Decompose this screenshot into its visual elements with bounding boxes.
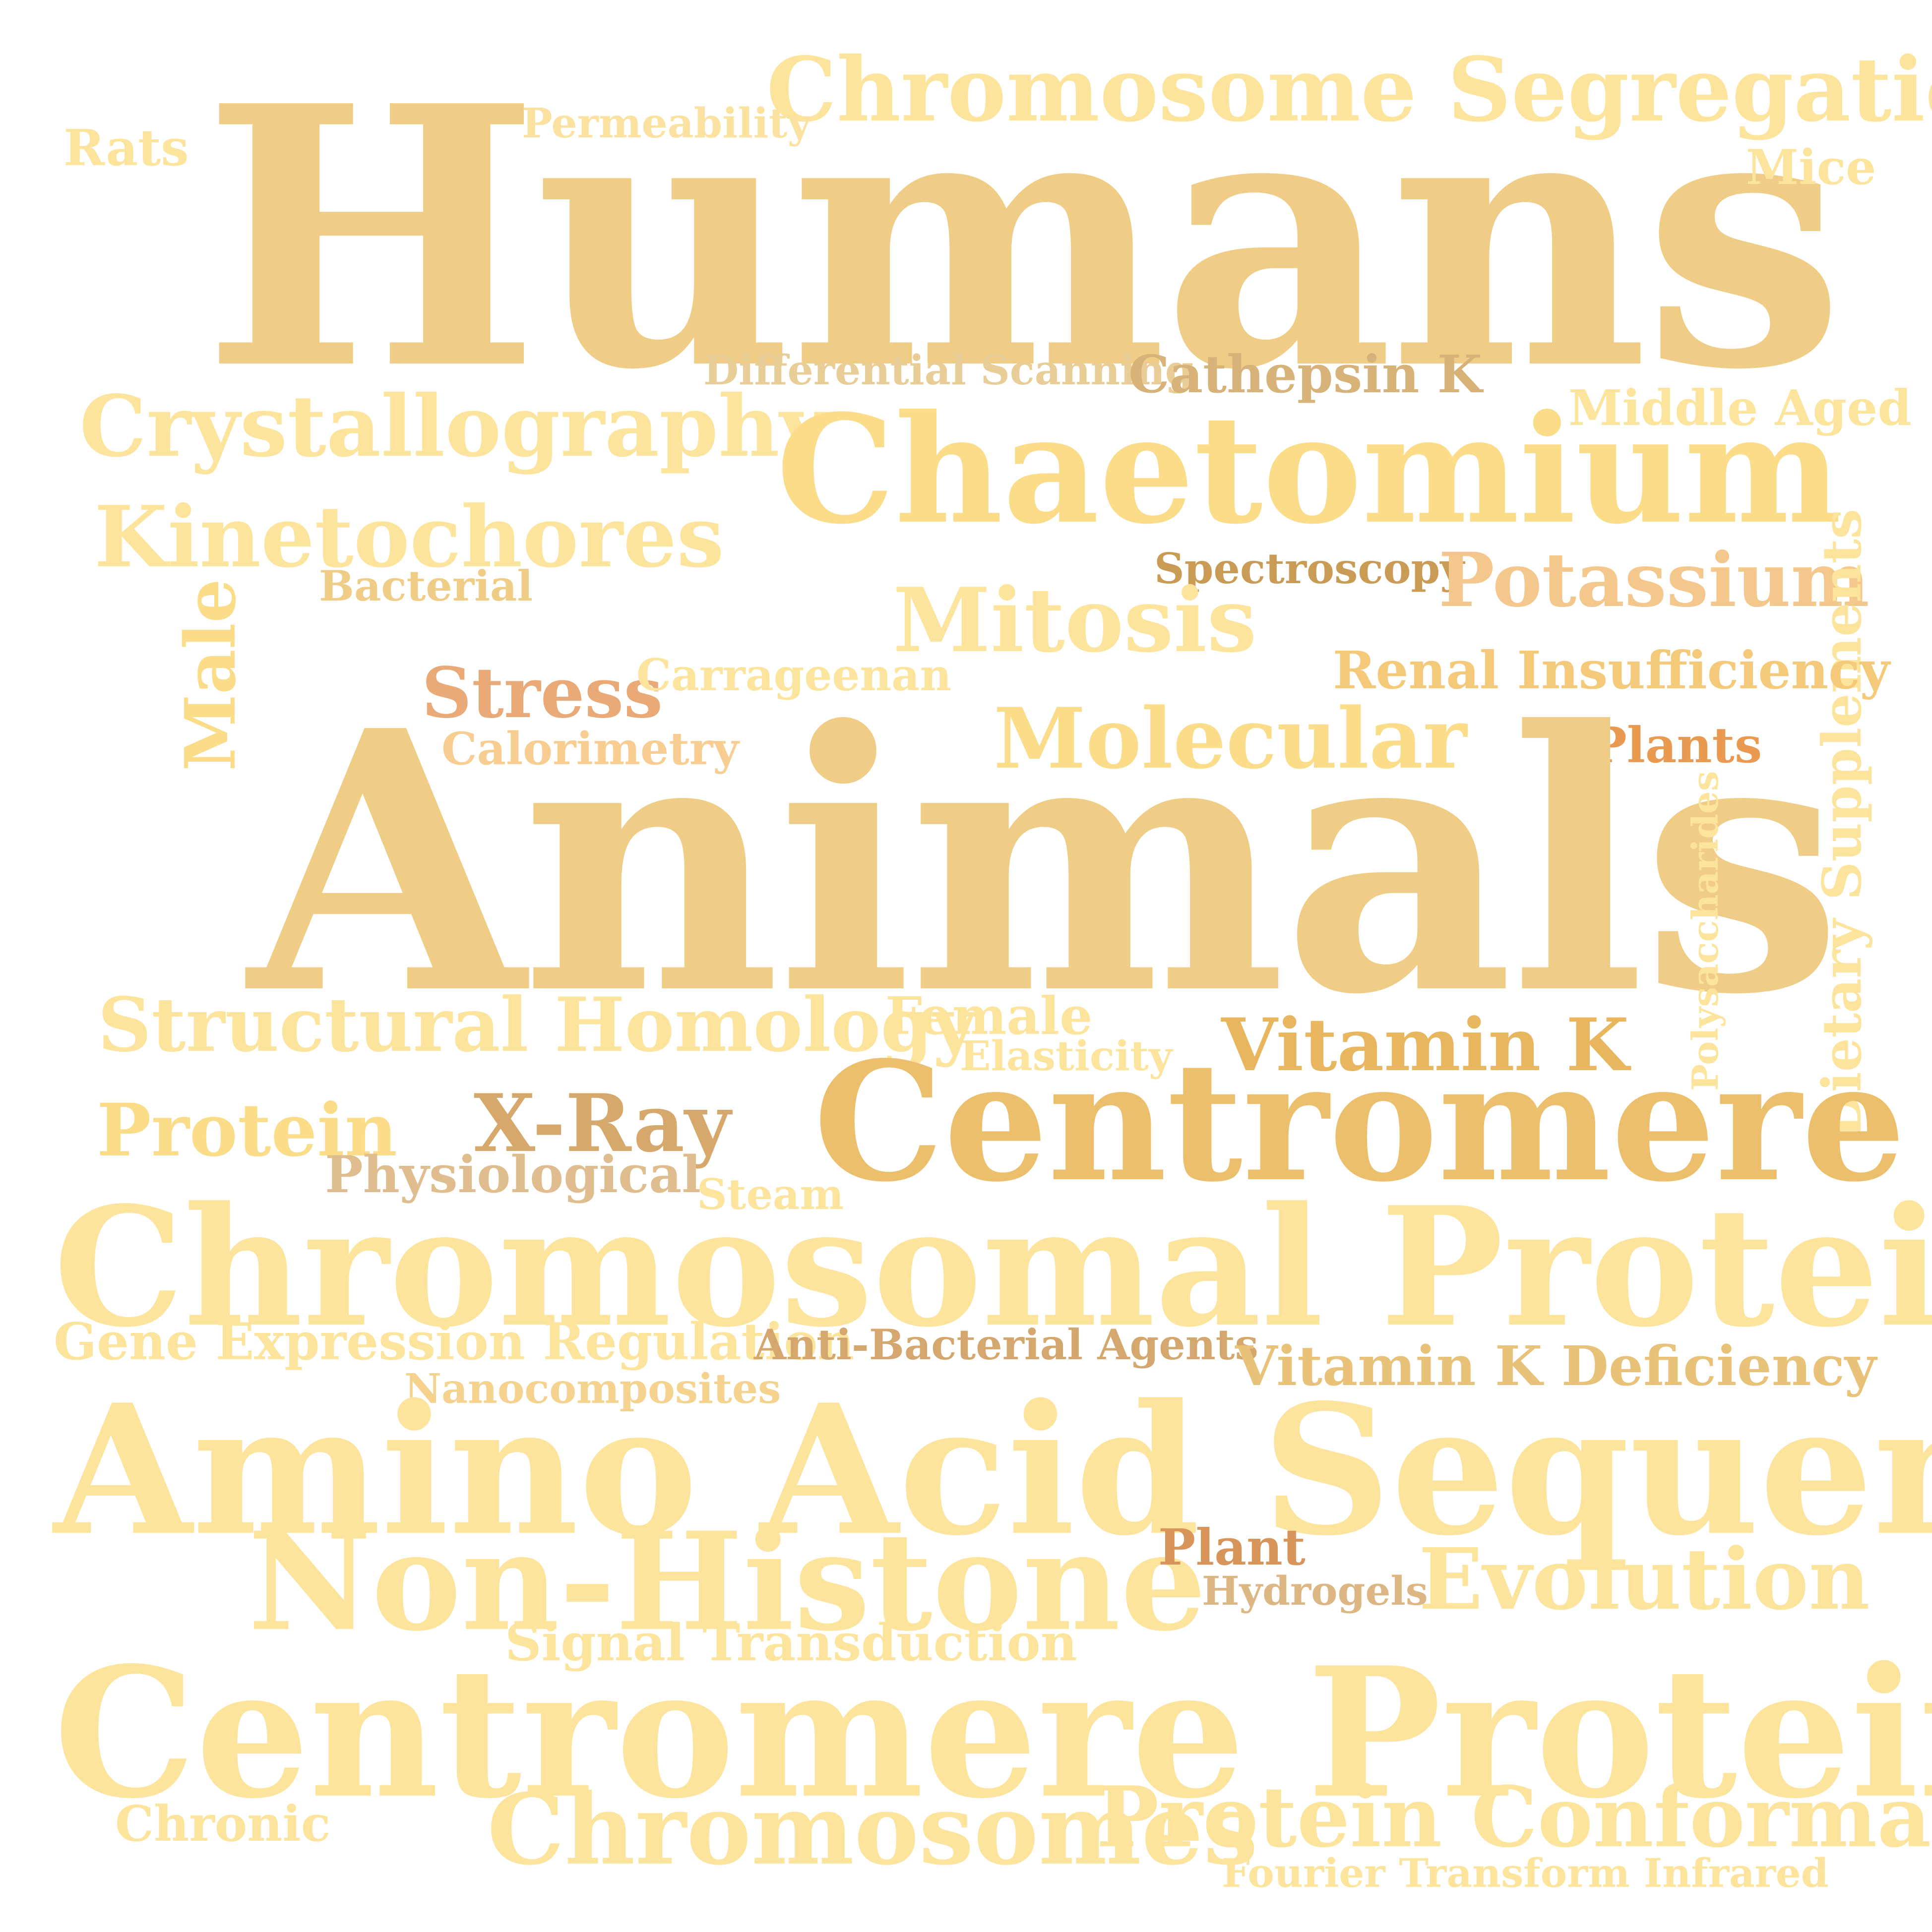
word-elasticity: Elasticity [960, 1032, 1173, 1080]
word-male: Male [170, 579, 251, 771]
word-amino-acid-sequence: Amino Acid Sequence [54, 1365, 1932, 1575]
word-gene-expression-regulation: Gene Expression Regulation [54, 1312, 855, 1372]
word-molecular: Molecular [994, 689, 1467, 787]
word-physiological: Physiological [325, 1145, 701, 1205]
word-vitamin-k: Vitamin K [1221, 1003, 1629, 1087]
word-centromere: Centromere [813, 1026, 1906, 1218]
word-renal-insufficiency: Renal Insufficiency [1333, 640, 1890, 701]
word-centromere-protein-a: Centromere Protein A [54, 1628, 1932, 1838]
word-crystallography: Crystallography [79, 377, 829, 476]
word-carrageenan: Carrageenan [636, 649, 952, 701]
word-cathepsin-k: Cathepsin K [1128, 344, 1482, 405]
word-mitosis: Mitosis [893, 568, 1257, 672]
word-differential-scanning: Differential Scanning [703, 347, 1194, 394]
word-calorimetry: Calorimetry [441, 723, 739, 775]
word-mice: Mice [1746, 139, 1876, 195]
word-permeability: Permeability [522, 100, 811, 147]
word-animals: Animals [248, 653, 1843, 1073]
word-stress: Stress [422, 653, 663, 734]
word-chronic: Chronic [115, 1796, 331, 1853]
word-anti-bacterial-agents: Anti-Bacterial Agents [754, 1320, 1258, 1369]
word-protein-conformation: Protein Conformation [1096, 1768, 1932, 1866]
word-steam: Steam [697, 1170, 844, 1219]
word-spectroscopy: Spectroscopy [1154, 544, 1465, 593]
word-chromosomes: Chromosomes [487, 1773, 1258, 1887]
word-chaetomium: Chaetomium [776, 382, 1842, 557]
word-rats: Rats [63, 119, 189, 177]
word-plants: Plants [1590, 717, 1762, 774]
word-plant: Plant [1158, 1518, 1306, 1576]
word-non-histone: Non-Histone [248, 1503, 1207, 1661]
word-humans: Humans [202, 28, 1845, 448]
word-female: Female [885, 985, 1093, 1046]
word-signal-transduction: Signal Transduction [505, 1613, 1077, 1673]
word-structural-homology: Structural Homology [98, 981, 976, 1069]
word-chromosome-segregation: Chromosome Segregation [766, 38, 1932, 141]
word-evolution: Evolution [1419, 1530, 1870, 1629]
word-nanocomposites: Nanocomposites [404, 1365, 781, 1413]
word-potassium: Potassium [1438, 537, 1870, 624]
word-chromosomal-proteins: Chromosomal Proteins [54, 1171, 1932, 1363]
word-protein: Protein [97, 1088, 398, 1173]
word-middle-aged: Middle Aged [1568, 380, 1912, 437]
word-fourier-transform-infrared: Fourier Transform Infrared [1222, 1850, 1829, 1896]
word-vitamin-k-deficiency: Vitamin K Deficiency [1235, 1334, 1876, 1398]
word-x-ray: X-Ray [474, 1077, 731, 1170]
word-kinetochores: Kinetochores [94, 487, 724, 587]
word-hydrogels: Hydrogels [1202, 1568, 1428, 1614]
word-bacterial: Bacterial [319, 561, 533, 610]
